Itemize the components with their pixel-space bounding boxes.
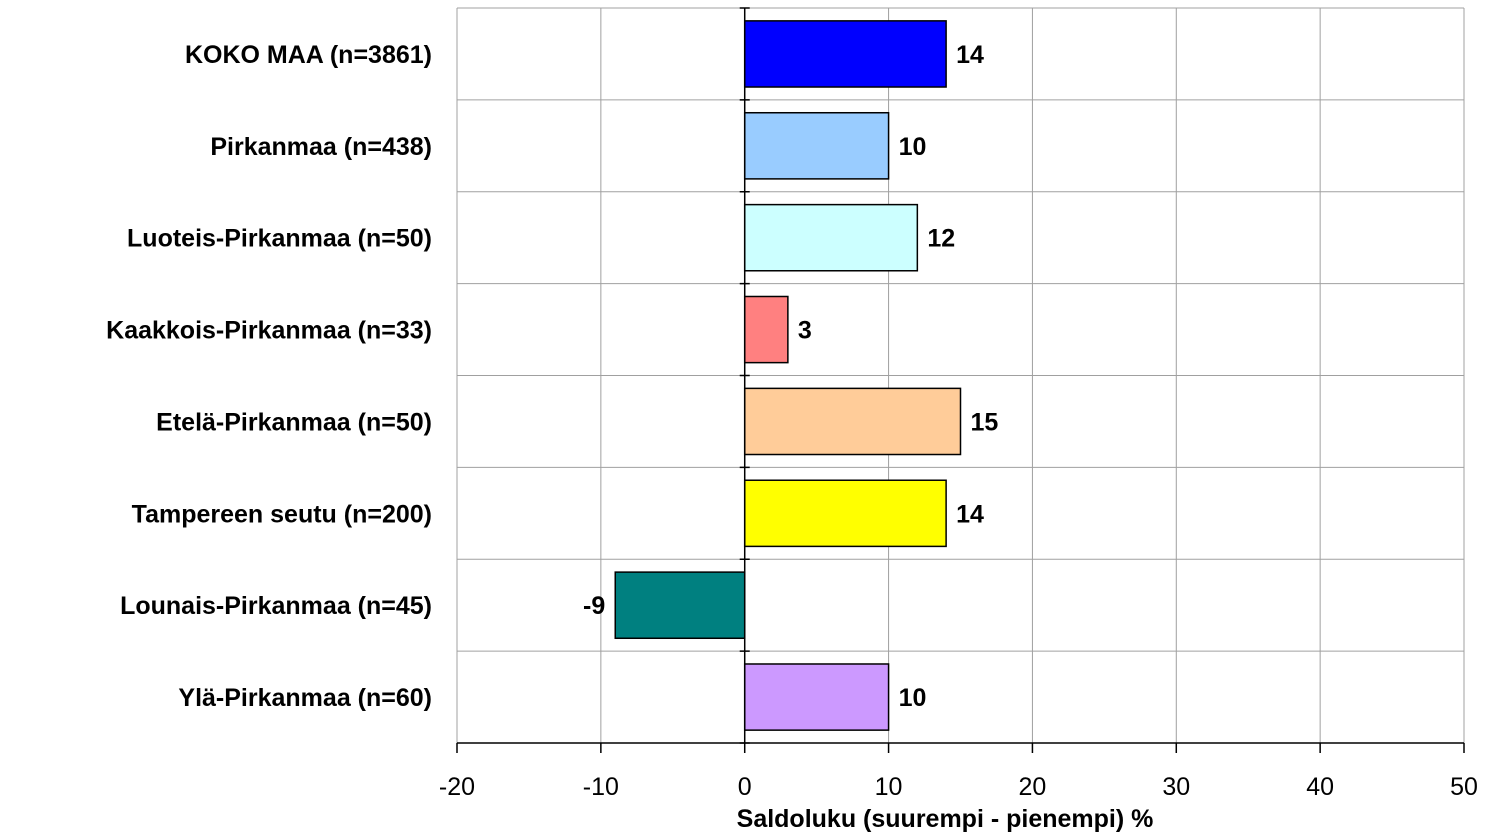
x-tick-label: 20 — [1019, 773, 1047, 801]
category-label: Kaakkois-Pirkanmaa (n=33) — [106, 317, 432, 345]
category-label: Luoteis-Pirkanmaa (n=50) — [127, 225, 432, 253]
data-label: -9 — [583, 592, 605, 620]
data-label: 12 — [927, 225, 955, 253]
x-tick-label: 40 — [1306, 773, 1334, 801]
bar — [743, 479, 947, 548]
data-label: 3 — [798, 317, 812, 345]
bar — [743, 387, 962, 456]
category-label: Ylä-Pirkanmaa (n=60) — [178, 684, 432, 712]
x-tick-label: 10 — [875, 773, 903, 801]
category-labels: KOKO MAA (n=3861) Pirkanmaa (n=438) Luotei… — [106, 41, 432, 712]
x-tick-label: 50 — [1450, 773, 1478, 801]
bars — [614, 20, 962, 731]
gridlines — [456, 7, 1465, 744]
category-label: Lounais-Pirkanmaa (n=45) — [120, 592, 432, 620]
bar — [743, 111, 890, 180]
tick-labels: -20 -10 0 10 20 30 40 50 — [439, 773, 1478, 801]
category-label: KOKO MAA (n=3861) — [185, 41, 432, 69]
data-label: 10 — [899, 684, 927, 712]
category-label: Etelä-Pirkanmaa (n=50) — [156, 408, 432, 436]
category-label: Pirkanmaa (n=438) — [210, 133, 432, 161]
x-axis-title: Saldoluku (suurempi - pienempi) % — [737, 805, 1154, 833]
bar — [743, 20, 947, 88]
x-tick-label: 30 — [1162, 773, 1190, 801]
x-tick-label: -20 — [439, 773, 475, 801]
bar — [743, 295, 789, 364]
bar — [743, 203, 919, 272]
data-label: 15 — [971, 408, 999, 436]
category-label: Tampereen seutu (n=200) — [132, 500, 432, 528]
bar — [743, 663, 890, 731]
x-tick-label: 0 — [738, 773, 752, 801]
axes — [456, 7, 1465, 753]
x-tick-label: -10 — [583, 773, 619, 801]
value-labels: 14 10 12 3 15 14 -9 10 — [583, 41, 998, 712]
bar — [614, 571, 746, 640]
data-label: 10 — [899, 133, 927, 161]
data-label: 14 — [956, 500, 984, 528]
data-label: 14 — [956, 41, 984, 69]
